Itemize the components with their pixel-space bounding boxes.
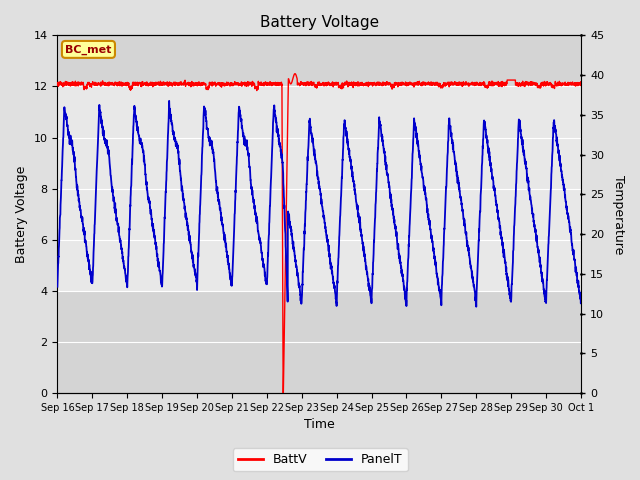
Y-axis label: Battery Voltage: Battery Voltage <box>15 166 28 263</box>
Bar <box>58 86 581 291</box>
Title: Battery Voltage: Battery Voltage <box>260 15 379 30</box>
Legend: BattV, PanelT: BattV, PanelT <box>232 448 408 471</box>
Y-axis label: Temperature: Temperature <box>612 175 625 254</box>
Text: BC_met: BC_met <box>65 44 111 55</box>
X-axis label: Time: Time <box>304 419 335 432</box>
